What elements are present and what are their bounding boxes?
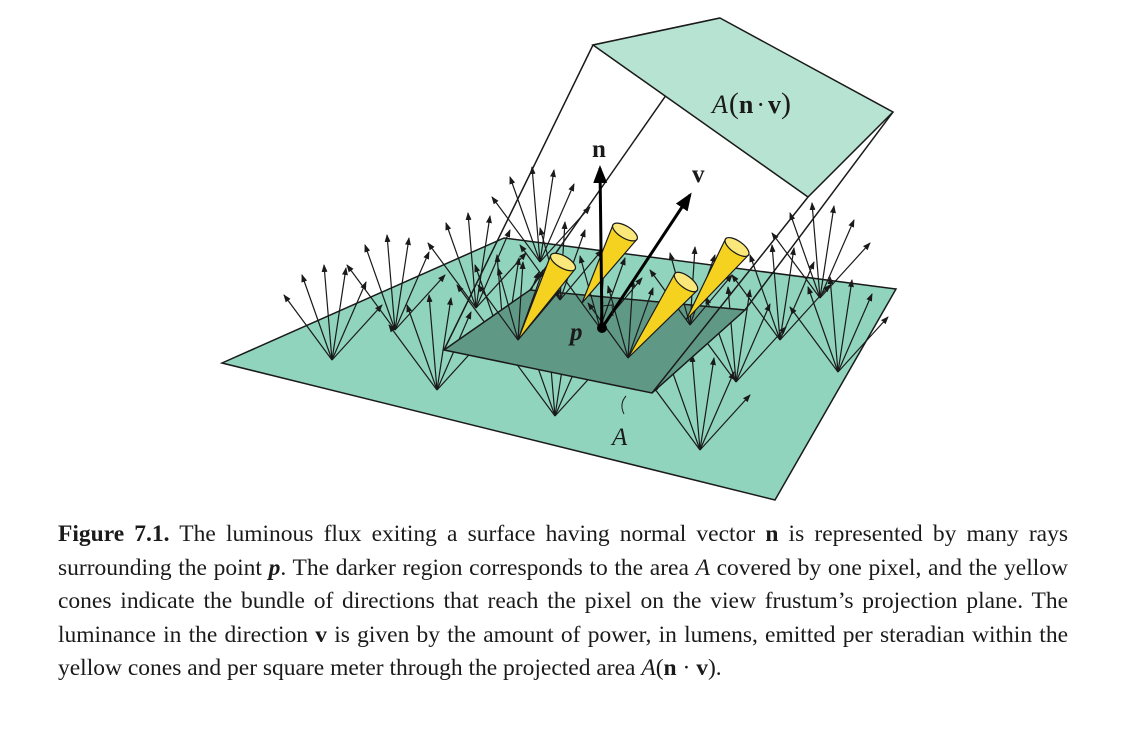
area-label-pointer [621,395,627,415]
ray-fan [789,276,889,373]
caption-symbol-n2: n [663,655,677,681]
view-vector-label: v [692,161,705,188]
projected-area-label: A(n · v) [710,87,791,120]
caption-symbol-a: A [695,554,710,581]
direction-cone [685,236,750,321]
direction-cones [517,222,750,359]
normal-vector-arrow [593,165,608,329]
point-p-label: p [568,319,583,346]
caption-dot: · [676,655,697,681]
figure-caption: Figure 7.1. The luminous flux exiting a … [58,518,1068,686]
caption-symbol-v: v [315,621,328,648]
caption-symbol-v2: v [696,655,708,681]
caption-text-3: . The darker region corresponds to the a… [280,554,696,581]
luminance-diagram: n v p A A(n · v) [219,17,898,501]
caption-text-1: The luminous flux exiting a surface havi… [169,521,766,547]
caption-symbol-a2: A [641,655,656,681]
caption-paren-open: ( [655,655,664,681]
projected-area-face [591,17,895,198]
point-p-dot [597,323,607,333]
direction-cone [627,271,699,359]
caption-text-2: is represented by many rays surrounding … [58,521,1068,581]
caption-end: . [715,655,722,681]
caption-symbol-p: p [268,554,281,581]
area-a-label: A [610,424,628,451]
direction-cone [581,222,638,304]
caption-text-5: is given by the amount of power, in lume… [58,621,1068,682]
ray-fan [491,166,591,263]
right-angle-mark [601,304,614,317]
caption-paren-close: ) [707,655,716,681]
caption-text-4: covered by one pixel, and the yellow con… [58,554,1068,648]
normal-vector-label: n [592,136,606,163]
view-vector-arrow [600,192,692,329]
figure-number: Figure 7.1. [58,521,170,547]
ray-fan [346,234,446,331]
direction-cone [517,252,577,341]
ray-fan [651,354,751,451]
ray-fan [283,264,383,361]
caption-symbol-n: n [765,521,779,547]
